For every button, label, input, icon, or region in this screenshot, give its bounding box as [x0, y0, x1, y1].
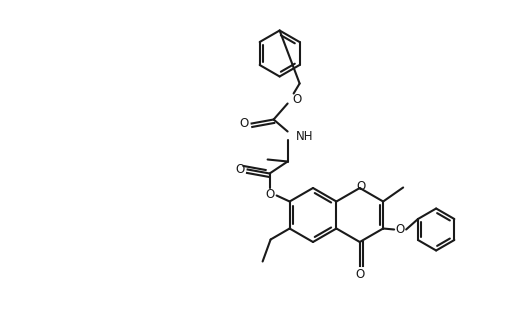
Text: O: O	[355, 268, 364, 281]
Text: O: O	[239, 117, 248, 130]
Text: O: O	[396, 223, 405, 236]
Text: O: O	[235, 163, 244, 176]
Text: O: O	[356, 180, 365, 193]
Text: O: O	[265, 188, 274, 201]
Text: O: O	[292, 93, 302, 106]
Text: NH: NH	[296, 130, 313, 143]
